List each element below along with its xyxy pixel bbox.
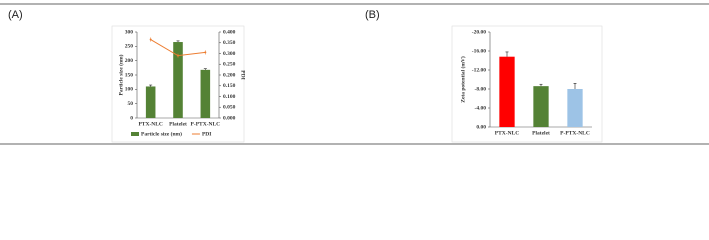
bar xyxy=(145,86,156,118)
y-axis-label: Zeta potential (mV) xyxy=(459,56,466,103)
panel-label: (B) xyxy=(365,9,380,21)
legend-label: Particle size (nm) xyxy=(141,130,182,137)
y-tick-label: -12.00 xyxy=(472,67,486,73)
panel-frame xyxy=(451,25,603,143)
panel-label: (A) xyxy=(8,9,23,21)
legend-label: PDI xyxy=(202,131,211,137)
y2-tick-label: 0.150 xyxy=(223,83,236,89)
y2-tick-label: 0.200 xyxy=(223,72,236,78)
y-tick-label: 250 xyxy=(125,44,134,50)
y2-tick-label: 0.050 xyxy=(223,105,236,111)
y2-tick-label: 0.400 xyxy=(223,29,236,35)
bar xyxy=(533,86,549,127)
y-tick-label: -20.00 xyxy=(472,29,486,35)
y-tick-label: -4.00 xyxy=(475,105,487,111)
bar xyxy=(173,42,183,118)
y-tick-label: 300 xyxy=(125,29,134,35)
legend-swatch xyxy=(131,132,139,136)
x-tick-label: P-PTX-NLC xyxy=(560,130,590,136)
y-tick-label: -8.00 xyxy=(475,86,487,92)
y2-tick-label: 0.250 xyxy=(223,62,236,68)
x-tick-label: PTX-NLC xyxy=(138,121,162,127)
y-tick-label: 100 xyxy=(125,87,134,93)
bar xyxy=(499,56,515,128)
y-tick-label: 200 xyxy=(125,58,134,64)
y-tick-label: 150 xyxy=(125,72,134,78)
x-tick-label: Platelet xyxy=(169,121,187,127)
y-tick-label: -16.00 xyxy=(472,48,486,54)
y2-tick-label: 0.300 xyxy=(223,51,236,57)
y-axis-label: Particle size (nm) xyxy=(117,54,124,95)
y-tick-label: 0.00 xyxy=(476,124,486,130)
y-tick-label: 50 xyxy=(128,101,134,107)
y2-tick-label: 0.000 xyxy=(223,115,236,121)
y2-axis-label: PDI xyxy=(240,70,246,79)
y-tick-label: 0 xyxy=(130,115,133,121)
figure: (A) 0 50 100 150 200 250 300 0.000 0.050 0.100 0.15… xyxy=(0,3,709,145)
bar xyxy=(200,69,211,118)
x-tick-label: PTX-NLC xyxy=(495,130,519,136)
y2-tick-label: 0.100 xyxy=(223,94,236,100)
bar xyxy=(567,89,583,127)
x-tick-label: P-PTX-NLC xyxy=(191,121,221,127)
x-tick-label: Platelet xyxy=(532,130,550,136)
panel-frame xyxy=(111,25,245,143)
page: {"chart_data": [ {"type": "bar", "panel_… xyxy=(0,3,709,145)
y2-tick-label: 0.350 xyxy=(223,40,236,46)
